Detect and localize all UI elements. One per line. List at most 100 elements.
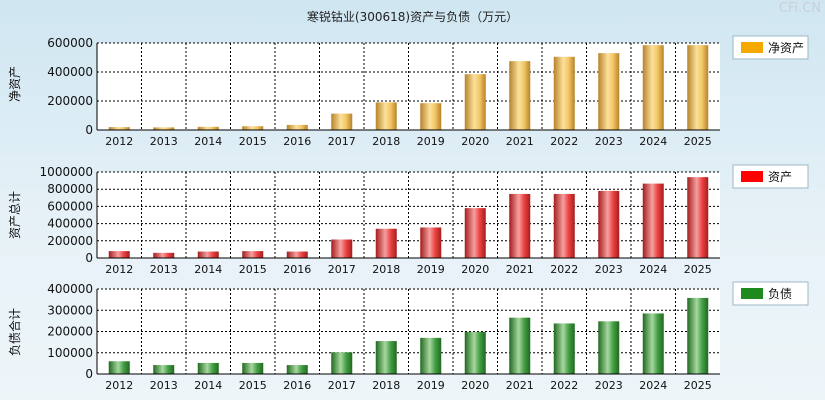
bar-2014 [197,362,219,374]
bar-2014 [197,251,219,258]
x-tick-label: 2016 [283,135,311,148]
bar-2017 [331,113,353,130]
bar-2020 [464,74,486,130]
bar-2025 [687,297,709,374]
x-tick-label: 2015 [239,379,267,392]
bar-2019 [420,227,442,258]
x-tick-label: 2014 [194,379,222,392]
bar-2012 [108,251,130,258]
legend-label: 资产 [768,170,792,184]
bar-2021 [509,193,531,258]
bar-2013 [153,127,175,130]
bar-2021 [509,317,531,374]
bar-2017 [331,352,353,374]
x-tick-label: 2016 [283,379,311,392]
bar-2024 [642,313,664,374]
bar-2012 [108,127,130,130]
y-tick-label: 0 [85,251,93,265]
y-tick-label: 0 [85,367,93,381]
bar-2022 [553,193,575,258]
legend-swatch [741,42,763,53]
x-tick-label: 2021 [506,263,534,276]
x-tick-label: 2025 [684,263,712,276]
x-tick-label: 2020 [461,135,489,148]
bar-2024 [642,45,664,130]
bar-2024 [642,183,664,258]
x-tick-label: 2020 [461,263,489,276]
x-tick-label: 2023 [595,263,623,276]
bar-2021 [509,61,531,130]
y-tick-label: 0 [85,123,93,137]
x-tick-label: 2019 [417,263,445,276]
x-tick-label: 2012 [105,379,133,392]
bar-2020 [464,208,486,258]
x-tick-label: 2013 [150,135,178,148]
x-tick-label: 2012 [105,263,133,276]
x-tick-label: 2013 [150,379,178,392]
x-tick-label: 2023 [595,135,623,148]
x-tick-label: 2022 [550,379,578,392]
bar-2023 [598,321,620,374]
y-tick-label: 200000 [47,325,93,339]
x-tick-label: 2024 [639,135,667,148]
bar-2016 [286,365,308,374]
legend-box [732,281,809,306]
bar-2020 [464,331,486,374]
chart-title: 寒锐钴业(300618)资产与负债（万元） [306,10,519,24]
bar-2019 [420,337,442,374]
bar-2022 [553,56,575,130]
bar-2023 [598,190,620,258]
x-tick-label: 2018 [372,263,400,276]
y-axis-label: 净资产 [8,66,22,102]
x-tick-label: 2020 [461,379,489,392]
x-tick-label: 2012 [105,135,133,148]
legend-label: 负债 [768,287,792,301]
brand-watermark: CFi.CN [778,1,821,16]
y-tick-label: 800000 [47,182,93,196]
x-tick-label: 2025 [684,379,712,392]
y-tick-label: 1000000 [40,165,93,179]
y-tick-label: 600000 [47,199,93,213]
legend-label: 净资产 [768,41,804,55]
x-tick-label: 2013 [150,263,178,276]
bar-2012 [108,361,130,374]
bar-2013 [153,252,175,258]
y-tick-label: 400000 [47,217,93,231]
legend-swatch [741,171,763,182]
bar-2025 [687,45,709,130]
bar-2015 [242,251,264,258]
bar-2016 [286,124,308,130]
y-tick-label: 600000 [47,36,93,50]
legend-swatch [741,288,763,299]
x-tick-label: 2017 [328,263,356,276]
bar-2015 [242,126,264,130]
y-axis-label: 负债合计 [7,308,22,356]
bar-2019 [420,103,442,130]
x-tick-label: 2014 [194,263,222,276]
x-tick-label: 2024 [639,263,667,276]
legend-box [732,164,809,189]
y-tick-label: 200000 [47,94,93,108]
x-tick-label: 2024 [639,379,667,392]
y-tick-label: 400000 [47,282,93,296]
bar-2013 [153,365,175,374]
x-tick-label: 2022 [550,263,578,276]
legend-box [732,35,809,60]
bar-2015 [242,362,264,374]
x-tick-label: 2025 [684,135,712,148]
x-tick-label: 2018 [372,379,400,392]
bar-2016 [286,251,308,258]
y-tick-label: 300000 [47,303,93,317]
bar-2014 [197,126,219,130]
bar-2022 [553,323,575,374]
x-tick-label: 2019 [417,379,445,392]
x-tick-label: 2015 [239,263,267,276]
y-tick-label: 200000 [47,234,93,248]
x-tick-label: 2022 [550,135,578,148]
x-tick-label: 2021 [506,135,534,148]
bar-2018 [375,102,397,130]
x-tick-label: 2021 [506,379,534,392]
bar-2018 [375,341,397,374]
y-tick-label: 100000 [47,346,93,360]
